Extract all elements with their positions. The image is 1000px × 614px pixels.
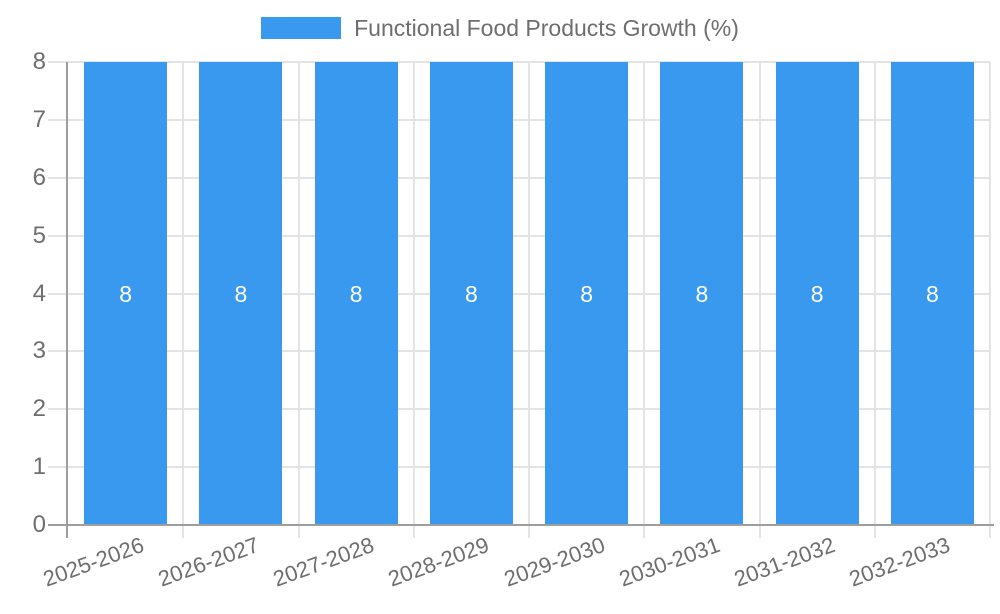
bar-chart: Functional Food Products Growth (%) 0 1 2 3… <box>0 14 1000 592</box>
y-axis-tick <box>48 234 68 237</box>
gridline-vertical <box>528 62 530 525</box>
y-axis-tick <box>48 350 68 353</box>
bar-value-label: 8 <box>925 280 939 307</box>
y-tick-label: 1 <box>32 453 46 481</box>
bar[interactable] <box>314 62 398 525</box>
bar-value-label: 8 <box>695 280 709 307</box>
bar-value-label: 8 <box>234 280 248 307</box>
bar[interactable] <box>199 62 283 525</box>
y-tick-label: 0 <box>32 511 46 538</box>
bar-value-label: 8 <box>119 280 133 307</box>
plot-area: 0 1 2 3 4 5 6 7 8 8 2025-2026 8 2026-2027 8 2027-2028 8… <box>32 48 994 592</box>
gridline-vertical <box>758 62 761 525</box>
bar[interactable] <box>545 62 629 525</box>
x-axis-tick <box>297 525 300 538</box>
y-axis-tick <box>48 408 68 411</box>
y-tick-label: 6 <box>32 163 46 191</box>
gridline-vertical <box>182 62 185 525</box>
gridline-vertical <box>989 62 991 525</box>
gridline-vertical <box>412 62 415 525</box>
bar-value-label: 8 <box>580 280 594 307</box>
bar[interactable] <box>84 62 168 525</box>
y-tick-label: 7 <box>32 105 46 133</box>
y-tick-label: 2 <box>32 395 46 423</box>
bar[interactable] <box>429 62 513 525</box>
x-axis-tick <box>643 525 646 538</box>
x-axis-tick <box>412 525 415 538</box>
y-tick-label: 3 <box>32 337 46 365</box>
legend-swatch[interactable] <box>261 17 342 39</box>
legend-label: Functional Food Products Growth (%) <box>354 15 739 41</box>
bar-value-label: 8 <box>349 280 363 307</box>
bar[interactable] <box>890 62 974 525</box>
bar[interactable] <box>660 62 744 525</box>
y-axis-tick <box>48 118 68 121</box>
y-tick-label: 8 <box>32 48 46 75</box>
x-axis-tick <box>758 525 761 538</box>
x-axis-tick <box>528 525 530 538</box>
y-tick-label: 4 <box>32 279 46 307</box>
y-axis-line <box>66 62 68 538</box>
bar-value-label: 8 <box>810 280 824 307</box>
gridline-vertical <box>643 62 646 525</box>
chart-legend[interactable]: Functional Food Products Growth (%) <box>0 14 1000 42</box>
bar-value-label: 8 <box>464 280 478 307</box>
x-axis-line <box>48 524 994 526</box>
bar[interactable] <box>775 62 859 525</box>
y-axis-tick <box>48 466 68 469</box>
gridline-vertical <box>297 62 300 525</box>
y-axis-tick <box>48 292 68 295</box>
x-axis-tick <box>873 525 876 538</box>
y-axis-tick <box>48 176 68 179</box>
y-axis-tick <box>48 61 68 63</box>
x-axis-tick <box>182 525 185 538</box>
y-tick-label: 5 <box>32 221 46 249</box>
x-axis-tick <box>989 525 991 538</box>
gridline-vertical <box>873 62 876 525</box>
